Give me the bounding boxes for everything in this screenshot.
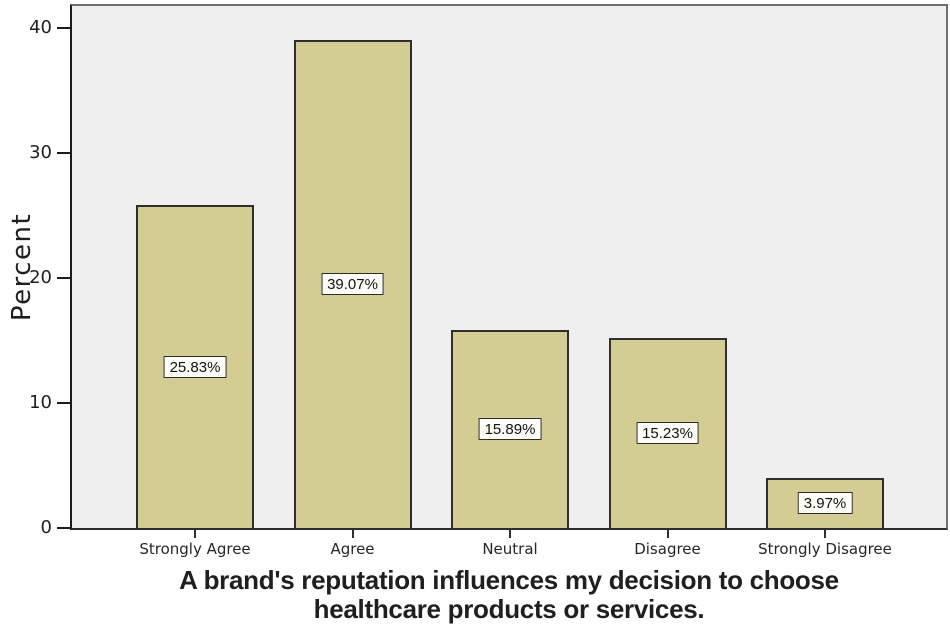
x-axis-tick — [666, 530, 669, 538]
bar-value-label: 39.07% — [321, 273, 384, 296]
chart-title-line-1: A brand's reputation influences my decis… — [179, 565, 839, 595]
y-axis-tick-label: 30 — [29, 142, 52, 164]
bar-value-label: 15.89% — [478, 417, 542, 440]
x-axis-tick — [351, 530, 354, 538]
x-axis-category-label: Disagree — [634, 540, 701, 558]
x-axis-category-label: Neutral — [482, 540, 538, 558]
x-axis-tick — [194, 530, 196, 538]
x-axis-tick — [509, 530, 511, 538]
x-axis-tick — [824, 530, 826, 538]
y-axis-tick — [57, 527, 70, 529]
bar-value-label: 3.97% — [797, 492, 853, 515]
y-axis-tick — [57, 402, 70, 405]
y-axis-tick — [57, 152, 70, 155]
y-axis-tick — [57, 27, 70, 30]
y-axis-tick-label: 20 — [29, 267, 52, 289]
bar-value-label: 25.83% — [163, 355, 227, 378]
x-axis-category-label: Strongly Agree — [139, 540, 251, 558]
y-axis-tick — [57, 277, 70, 280]
plot-area: 25.83% 39.07% 15.89% 15.23% 3.97% — [70, 4, 948, 530]
y-axis-tick-label: 0 — [40, 517, 52, 538]
y-axis-tick-label: 10 — [29, 392, 52, 414]
y-axis-tick-label: 40 — [29, 17, 52, 39]
x-axis-category-label: Agree — [330, 540, 375, 558]
chart-title: A brand's reputation influences my decis… — [70, 566, 948, 624]
bar-value-label: 15.23% — [636, 421, 699, 444]
x-axis-category-label: Strongly Disagree — [758, 540, 892, 558]
chart-title-line-2: healthcare products or services. — [313, 594, 705, 624]
